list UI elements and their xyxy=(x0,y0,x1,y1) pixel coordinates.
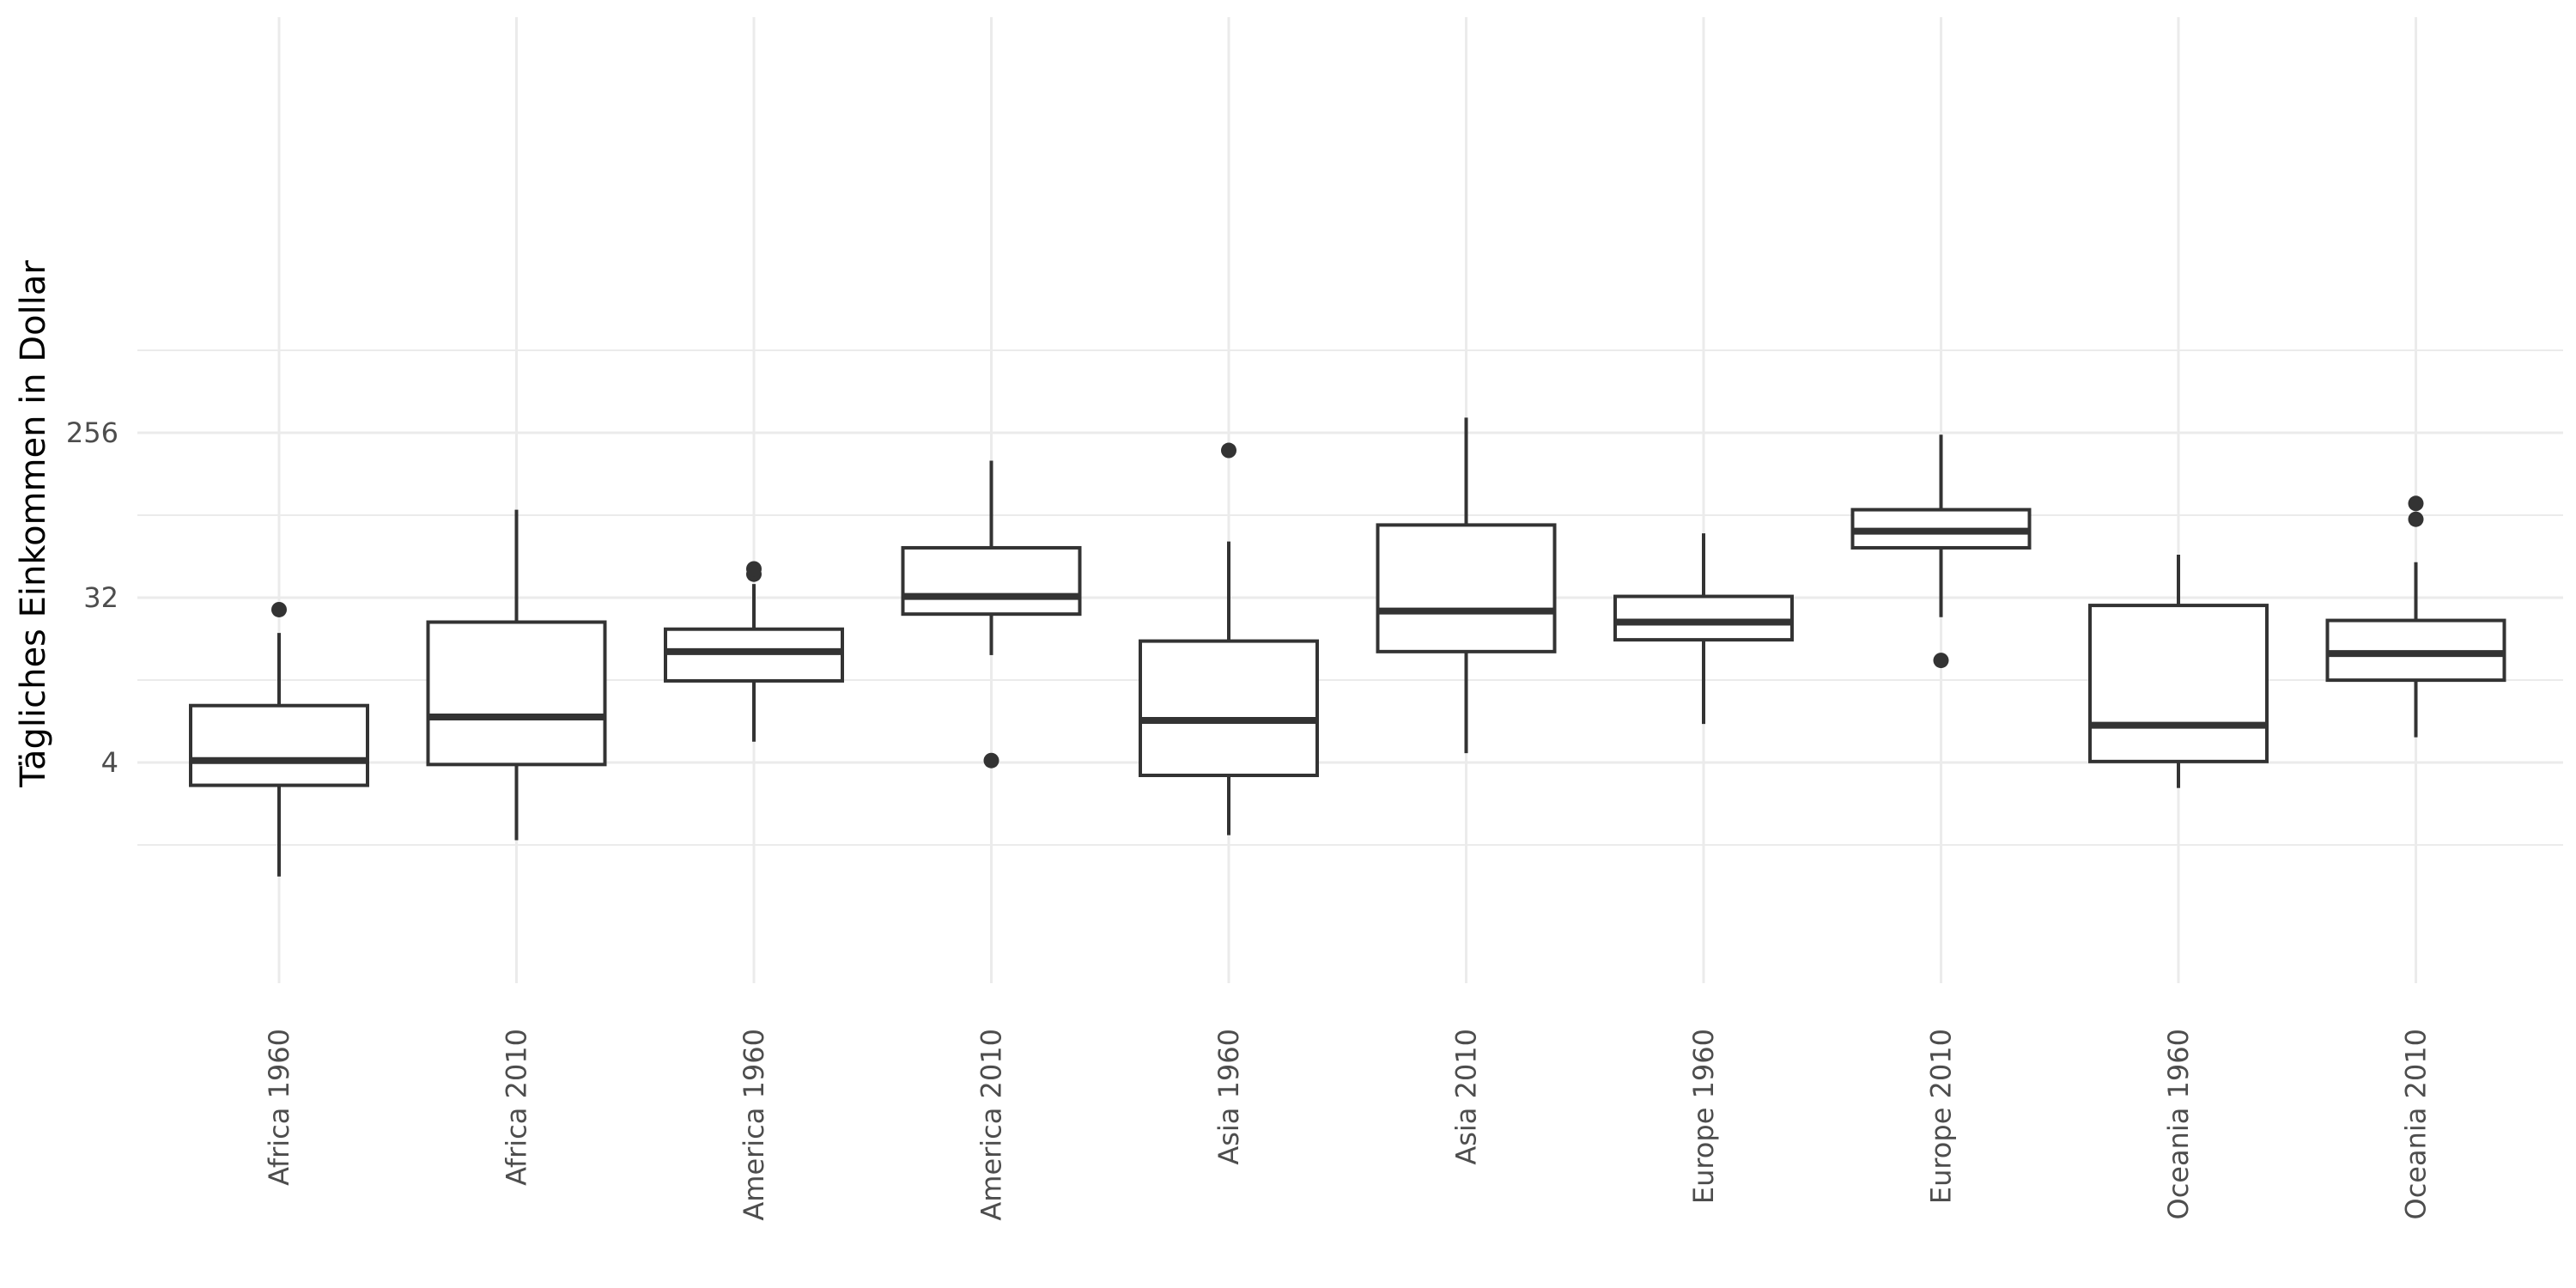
box-iqr xyxy=(901,545,1082,617)
y-tick-label: 4 xyxy=(101,746,118,779)
outlier-point xyxy=(271,601,287,617)
box-iqr xyxy=(189,703,369,787)
box-group xyxy=(2325,495,2506,738)
outlier-point xyxy=(1221,442,1236,459)
x-tick-label: Asia 1960 xyxy=(1212,1029,1245,1165)
box-iqr xyxy=(1376,523,1557,653)
x-tick-label: Oceania 1960 xyxy=(2162,1029,2195,1219)
box-iqr xyxy=(2088,604,2269,763)
box-group xyxy=(1613,533,1794,725)
outlier-point xyxy=(746,561,762,577)
box-iqr xyxy=(1613,594,1794,642)
y-axis-title: Tägliches Einkommen in Dollar xyxy=(14,260,53,788)
y-tick-label: 256 xyxy=(66,416,118,449)
x-tick-label: Africa 1960 xyxy=(263,1029,295,1186)
box-iqr xyxy=(426,620,607,767)
outlier-point xyxy=(2408,495,2424,512)
box-iqr xyxy=(1139,639,1319,778)
outlier-point xyxy=(983,752,999,769)
x-axis-ticks: Africa 1960 Africa 2010 America 1960 Americ… xyxy=(263,1029,2433,1221)
x-tick-label: Africa 2010 xyxy=(501,1029,533,1186)
y-tick-label: 32 xyxy=(83,581,118,614)
box-group xyxy=(2088,554,2269,788)
box-group xyxy=(1850,434,2032,669)
outlier-point xyxy=(2408,511,2424,527)
x-tick-label: Asia 2010 xyxy=(1450,1029,1483,1165)
box-group xyxy=(1376,417,1557,754)
box-group xyxy=(901,460,1082,769)
box-group xyxy=(664,561,844,742)
box-plots xyxy=(189,417,2506,877)
grid-lines xyxy=(137,17,2563,983)
x-tick-label: America 2010 xyxy=(975,1029,1008,1221)
x-tick-label: America 1960 xyxy=(738,1029,770,1221)
box-group xyxy=(189,601,369,877)
y-axis-ticks: 4 32 256 xyxy=(66,416,118,779)
outlier-point xyxy=(1933,653,1949,669)
x-tick-label: Europe 1960 xyxy=(1687,1029,1720,1204)
x-tick-label: Oceania 2010 xyxy=(2400,1029,2433,1219)
box-group xyxy=(1139,442,1319,835)
box-group xyxy=(426,509,607,841)
x-tick-label: Europe 2010 xyxy=(1925,1029,1958,1204)
